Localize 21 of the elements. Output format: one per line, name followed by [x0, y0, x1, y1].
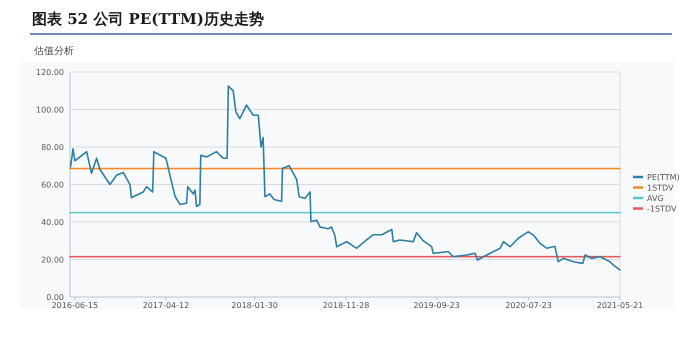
x-tick-label: 2016-06-15 [52, 301, 98, 310]
line-series [70, 85, 621, 271]
x-tick-label: 2021-05-21 [596, 301, 644, 310]
y-tick-label: 100.00 [36, 106, 64, 114]
x-tick-label: 2018-11-28 [322, 301, 370, 310]
chart-subtitle: 估值分析 [34, 45, 74, 57]
legend-label: AVG [647, 194, 664, 203]
x-tick-label: 2017-04-12 [142, 301, 190, 310]
x-tick-label: 2018-01-30 [231, 301, 278, 310]
x-tick-label: 2020-07-23 [505, 301, 552, 310]
legend-label: -1STDV [647, 204, 677, 214]
y-tick-label: 0.00 [46, 293, 64, 302]
y-tick-label: 120.00 [36, 68, 64, 77]
y-tick-label: 20.00 [41, 256, 64, 264]
legend-label: 1STDV [647, 184, 674, 192]
y-tick-label: 40.00 [41, 218, 64, 227]
chart-title: 图表 52 公司 PE(TTM)历史走势 [32, 10, 264, 28]
y-tick-label: 80.00 [41, 143, 64, 152]
legend-label: PE(TTM) [647, 173, 680, 182]
y-tick-label: 60.00 [41, 180, 64, 190]
x-tick-label: 2019-09-23 [413, 301, 460, 310]
